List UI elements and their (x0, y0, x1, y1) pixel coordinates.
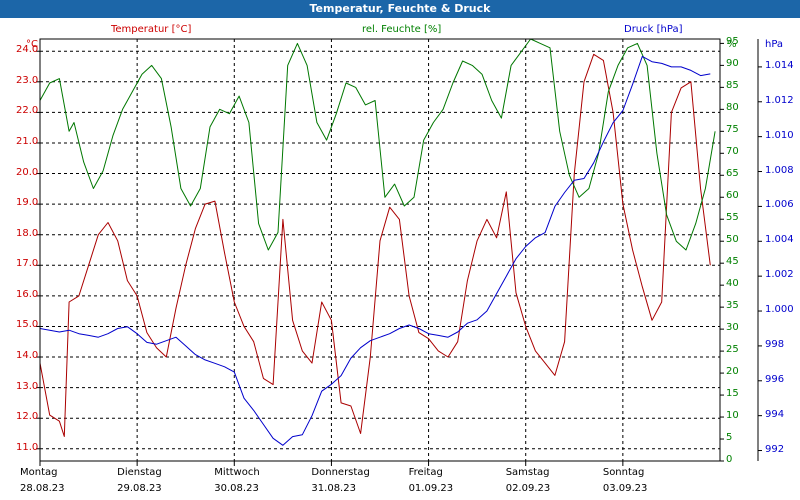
humidity-tick-label: 10 (726, 410, 739, 422)
humidity-series-line (39, 38, 716, 251)
pressure-tick-label: 1.002 (765, 269, 794, 281)
temperature-tick-label: 22.0 (16, 105, 39, 117)
x-tick-date-label: 29.08.23 (117, 483, 162, 494)
humidity-tick-label: 30 (726, 322, 739, 334)
temperature-tick-label: 18.0 (16, 227, 39, 239)
x-tick-date-label: 01.09.23 (408, 483, 454, 494)
humidity-tick-label: 95 (726, 36, 739, 48)
humidity-tick-label: 90 (726, 58, 739, 70)
humidity-tick-label: 70 (726, 146, 739, 158)
pressure-tick-label: 1.008 (765, 164, 794, 176)
humidity-tick-label: 15 (726, 388, 739, 400)
humidity-tick-label: 25 (726, 344, 739, 356)
temperature-tick-label: 23.0 (16, 74, 39, 86)
pressure-series-line (39, 55, 711, 446)
temperature-tick-label: 24.0 (16, 44, 39, 56)
pressure-tick-label: 992 (765, 443, 785, 455)
humidity-tick-label: 65 (726, 168, 739, 180)
pressure-tick-label: 994 (765, 408, 785, 420)
pressure-unit-label: hPa (765, 39, 784, 50)
temperature-tick-label: 14.0 (16, 350, 39, 362)
humidity-tick-label: 35 (726, 300, 739, 312)
temperature-tick-label: 13.0 (16, 380, 39, 392)
pressure-tick-label: 1.012 (765, 94, 794, 106)
temperature-tick-label: 16.0 (16, 288, 39, 300)
x-tick-date-label: 02.09.23 (505, 483, 551, 494)
pressure-tick-label: 1.006 (765, 199, 794, 211)
humidity-axis-title: rel. Feuchte [%] (362, 24, 442, 35)
humidity-tick-label: 40 (726, 278, 739, 290)
humidity-unit-label: % (727, 39, 737, 50)
humidity-tick-label: 75 (726, 124, 739, 136)
temperature-tick-label: 12.0 (16, 411, 39, 423)
x-tick-day-label: Samstag (505, 467, 550, 478)
x-tick-day-label: Donnerstag (311, 467, 370, 478)
humidity-tick-label: 45 (726, 256, 739, 268)
pressure-axis-title: Druck [hPa] (624, 24, 683, 35)
pressure-tick-label: 1.004 (765, 234, 794, 246)
temperature-tick-label: 19.0 (16, 197, 39, 209)
temperature-axis-title: Temperatur [°C] (111, 24, 192, 35)
humidity-tick-label: 60 (726, 190, 739, 202)
humidity-tick-label: 80 (726, 102, 739, 114)
x-tick-date-label: 31.08.23 (311, 483, 356, 494)
humidity-tick-label: 50 (726, 234, 739, 246)
temperature-tick-label: 17.0 (16, 258, 39, 270)
pressure-tick-label: 1.000 (765, 304, 794, 316)
humidity-tick-label: 85 (726, 80, 739, 92)
x-tick-day-label: Freitag (408, 467, 443, 478)
temperature-unit-label: °C (26, 39, 38, 50)
x-tick-date-label: 28.08.23 (20, 483, 65, 494)
x-tick-day-label: Sonntag (602, 467, 645, 478)
pressure-tick-label: 996 (765, 373, 785, 385)
x-tick-day-label: Montag (20, 467, 58, 478)
humidity-tick-label: 5 (726, 432, 733, 444)
humidity-tick-label: 0 (726, 454, 733, 465)
pressure-tick-label: 1.010 (765, 129, 794, 141)
temperature-series-line (39, 53, 711, 437)
temperature-tick-label: 11.0 (16, 441, 39, 453)
pressure-tick-label: 998 (765, 338, 785, 350)
temperature-tick-label: 20.0 (16, 166, 39, 178)
x-tick-day-label: Mittwoch (214, 467, 260, 478)
temperature-tick-label: 21.0 (16, 135, 39, 147)
humidity-tick-label: 55 (726, 212, 739, 224)
humidity-tick-label: 20 (726, 366, 739, 378)
x-tick-day-label: Dienstag (117, 467, 162, 478)
x-tick-date-label: 03.09.23 (602, 483, 648, 494)
plot-frame (39, 38, 721, 462)
temperature-tick-label: 15.0 (16, 319, 39, 331)
x-tick-date-label: 30.08.23 (214, 483, 259, 494)
window-title: Temperatur, Feuchte & Druck (0, 0, 800, 18)
pressure-tick-label: 1.014 (765, 59, 794, 71)
